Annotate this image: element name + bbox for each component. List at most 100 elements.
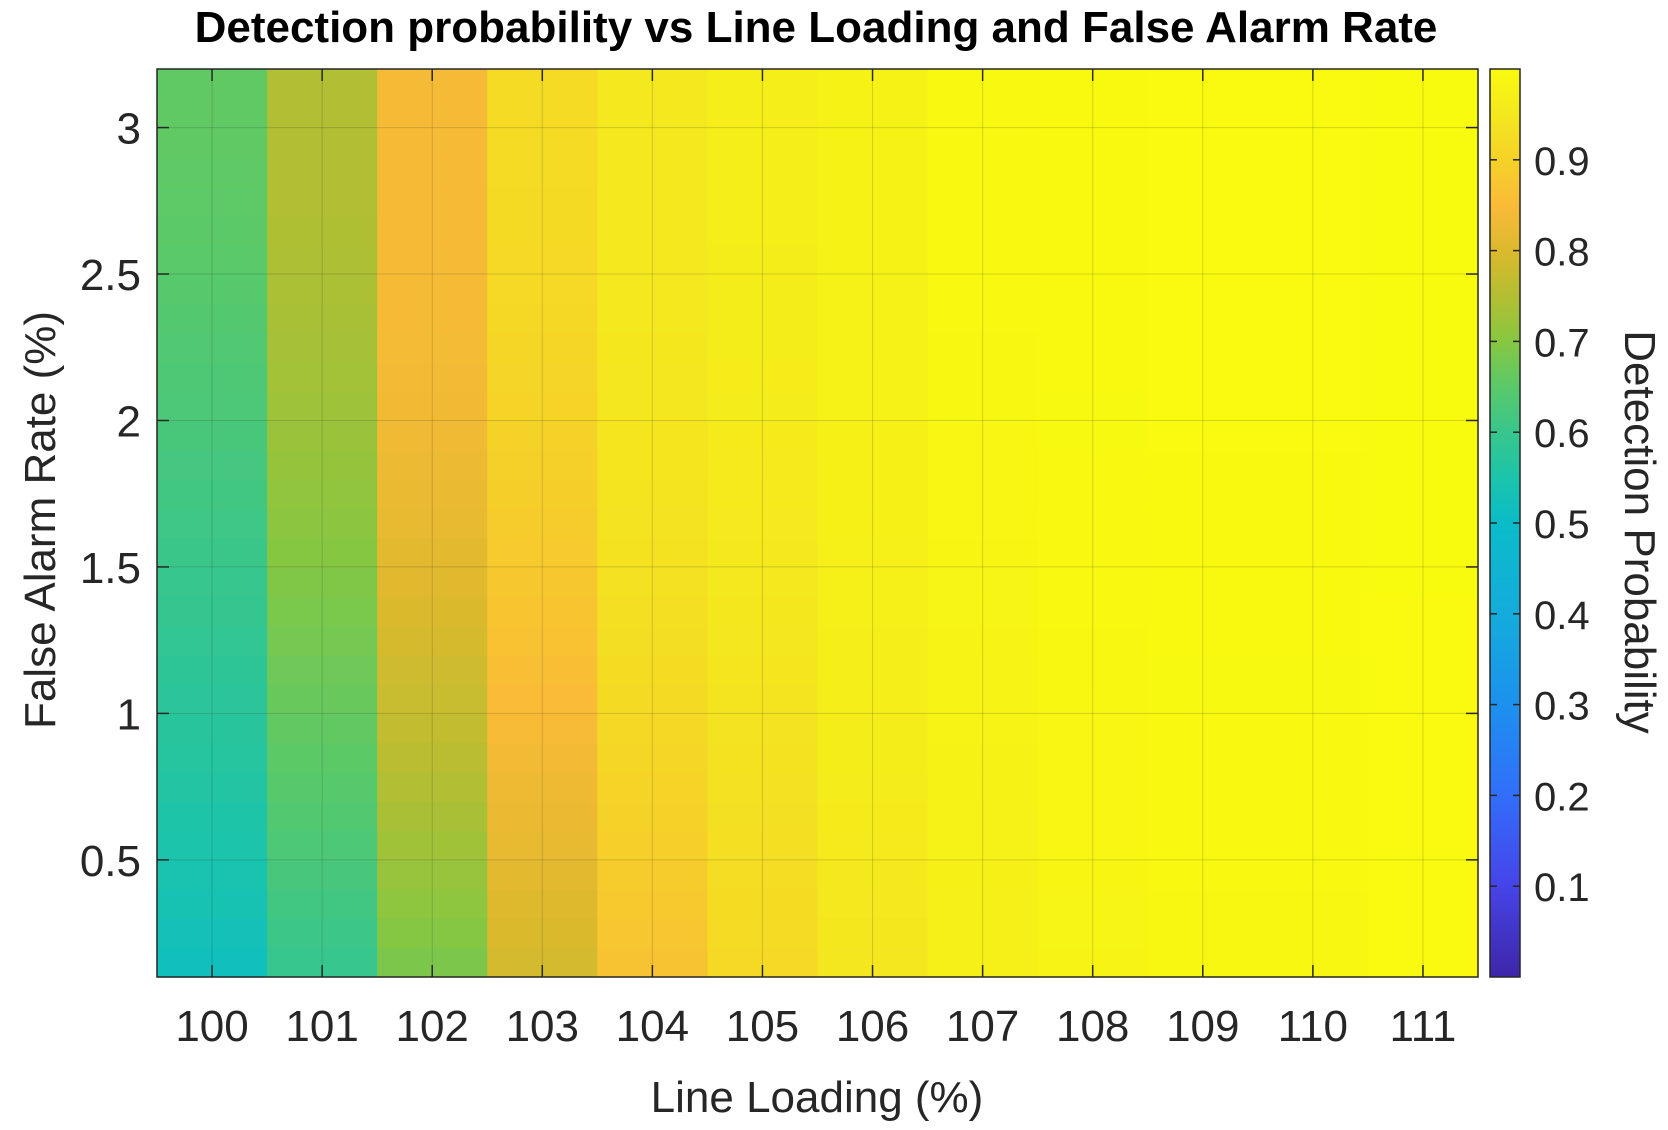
heatmap-cell: [707, 449, 819, 480]
heatmap-cell: [597, 625, 709, 656]
heatmap-cell: [377, 918, 488, 949]
heatmap-cell: [1257, 684, 1369, 714]
heatmap-cell: [1257, 274, 1369, 304]
heatmap-cell: [927, 596, 1039, 627]
heatmap-cell: [157, 127, 268, 158]
heatmap-cell: [597, 537, 709, 568]
heatmap-cell: [377, 654, 488, 685]
heatmap-cell: [377, 156, 488, 187]
heatmap-cell: [1257, 654, 1369, 685]
heatmap-cell: [817, 713, 929, 744]
heatmap-cell: [1367, 274, 1479, 304]
heatmap-cell: [267, 830, 378, 861]
heatmap-cell: [377, 127, 488, 158]
heatmap-cell: [707, 918, 819, 949]
heatmap-cell: [597, 830, 709, 861]
heatmap-cell: [817, 508, 929, 539]
heatmap-cell: [597, 244, 709, 275]
heatmap-cell: [377, 244, 488, 275]
heatmap-cell: [1367, 625, 1479, 656]
heatmap-cell: [707, 420, 819, 451]
heatmap-cell: [1367, 889, 1479, 920]
heatmap-cell: [597, 801, 709, 832]
heatmap-cell: [267, 918, 378, 949]
heatmap-cell: [487, 537, 598, 568]
heatmap-cell: [1147, 479, 1259, 509]
heatmap-cell: [487, 479, 598, 509]
heatmap-cell: [487, 889, 598, 920]
colorbar-ticks: 0.1 0.2 0.3 0.4 0.5 0.6 0.7 0.8 0.9: [1490, 140, 1590, 910]
heatmap-cell: [1037, 98, 1149, 129]
heatmap-cell: [157, 361, 268, 392]
heatmap-cell: [267, 713, 378, 744]
heatmap-cell: [707, 742, 819, 773]
heatmap-cell: [1367, 391, 1479, 422]
heatmap-cell: [1147, 127, 1259, 158]
heatmap-cell: [1367, 596, 1479, 627]
heatmap-cell: [817, 596, 929, 627]
heatmap-cell: [1367, 479, 1479, 509]
colorbar-tick-label: 0.1: [1534, 866, 1590, 910]
heatmap-cell: [1367, 332, 1479, 363]
colorbar-tick-label: 0.5: [1534, 503, 1590, 547]
heatmap-cell: [707, 566, 819, 597]
x-tick-label: 109: [1166, 1002, 1239, 1051]
heatmap-cell: [1257, 332, 1369, 363]
heatmap-cell: [1257, 771, 1369, 802]
heatmap-cell: [597, 391, 709, 422]
heatmap-cell: [597, 771, 709, 802]
heatmap-cell: [707, 859, 819, 890]
heatmap-cell: [927, 713, 1039, 744]
heatmap-cell: [377, 596, 488, 627]
heatmap-cell: [1367, 742, 1479, 773]
heatmap-cell: [1037, 479, 1149, 509]
heatmap-cell: [1037, 713, 1149, 744]
heatmap-cell: [707, 391, 819, 422]
heatmap-cell: [267, 186, 378, 217]
heatmap-cell: [267, 420, 378, 451]
heatmap-cell: [817, 684, 929, 714]
heatmap-cell: [1257, 801, 1369, 832]
y-axis-ticks: 0.5 1 1.5 2 2.5 3: [80, 105, 1478, 886]
heatmap-cell: [1037, 449, 1149, 480]
heatmap-cell: [1367, 830, 1479, 861]
heatmap-cell: [267, 684, 378, 714]
heatmap-cell: [1147, 742, 1259, 773]
heatmap-cell: [267, 244, 378, 275]
heatmap-cell: [927, 479, 1039, 509]
colorbar-tick-label: 0.8: [1534, 231, 1590, 275]
heatmap-cell: [707, 771, 819, 802]
heatmap-cell: [927, 449, 1039, 480]
heatmap-cell: [927, 332, 1039, 363]
heatmap-cell: [487, 684, 598, 714]
heatmap-cell: [267, 303, 378, 334]
heatmap-cell: [817, 186, 929, 217]
heatmap-cell: [707, 479, 819, 509]
heatmap-cell: [597, 566, 709, 597]
heatmap-cell: [1147, 801, 1259, 832]
heatmap-cell: [157, 596, 268, 627]
x-tick-label: 108: [1056, 1002, 1129, 1051]
colorbar-tick-label: 0.6: [1534, 412, 1590, 456]
colorbar-label: Detection Probability: [1615, 330, 1664, 734]
colorbar-tick-label: 0.2: [1534, 775, 1590, 819]
heatmap-cell: [1037, 771, 1149, 802]
heatmap-cell: [1147, 303, 1259, 334]
heatmap-cell: [267, 566, 378, 597]
heatmap-cell: [1147, 918, 1259, 949]
heatmap-cell: [1037, 830, 1149, 861]
heatmap-cell: [157, 391, 268, 422]
heatmap-cell: [1367, 771, 1479, 802]
heatmap-cell: [157, 742, 268, 773]
heatmap-cell: [1037, 186, 1149, 217]
x-tick-label: 111: [1390, 1002, 1457, 1051]
heatmap-cell: [157, 508, 268, 539]
heatmap-cell: [487, 274, 598, 304]
heatmap-cell: [1037, 127, 1149, 158]
heatmap-cell: [817, 479, 929, 509]
heatmap-cell: [1147, 508, 1259, 539]
heatmap-cell: [1037, 274, 1149, 304]
heatmap-cell: [1147, 391, 1259, 422]
heatmap-cell: [707, 684, 819, 714]
heatmap-cell: [927, 654, 1039, 685]
